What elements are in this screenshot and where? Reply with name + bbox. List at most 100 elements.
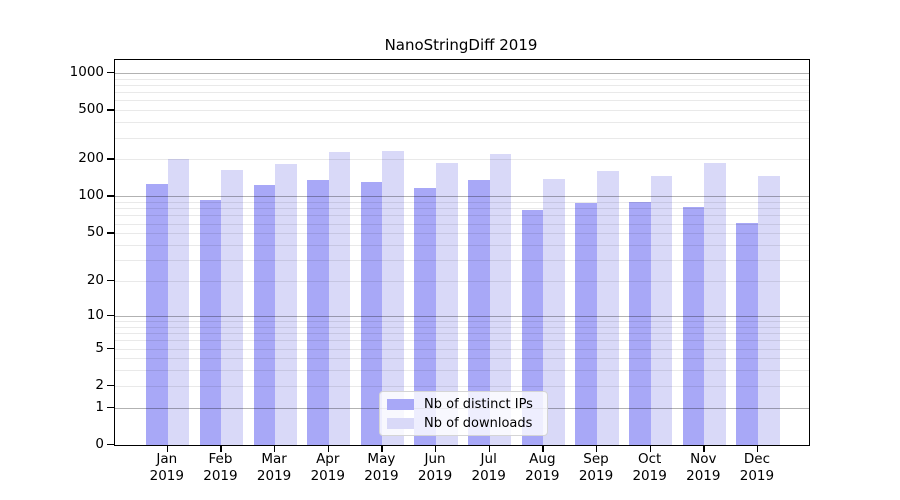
- y-tick-5: [107, 347, 114, 349]
- minor-gridline-20: [115, 281, 809, 283]
- y-tick-2: [107, 384, 114, 387]
- x-tick-jan: [166, 445, 169, 452]
- minor-gridline-300: [115, 137, 809, 139]
- y-tick-500: [107, 109, 114, 111]
- x-tick-aug: [542, 445, 544, 452]
- x-tick-jun: [435, 445, 437, 452]
- minor-gridline-9: [115, 321, 809, 322]
- legend-swatch-distinct-ips: [387, 398, 414, 410]
- bar-downloads-aug: [543, 179, 565, 445]
- minor-gridline-8: [115, 326, 809, 328]
- bar-downloads-mar: [275, 164, 297, 445]
- legend-item-distinct-ips: Nb of distinct IPs: [387, 397, 547, 412]
- bar-downloads-sep: [597, 171, 619, 445]
- minor-gridline-60: [115, 223, 809, 225]
- bar-downloads-jan: [167, 159, 190, 445]
- x-tick-sep: [596, 445, 598, 452]
- minor-gridline-40: [115, 245, 809, 246]
- legend-item-downloads: Nb of downloads: [387, 416, 547, 431]
- minor-gridline-5: [115, 348, 809, 350]
- x-tick-label-aug: Aug 2019: [525, 451, 560, 484]
- x-tick-label-dec: Dec 2019: [739, 451, 775, 484]
- major-gridline-100: [115, 196, 809, 198]
- y-tick-20: [107, 280, 114, 282]
- y-tick-label-1000: 1000: [69, 63, 104, 80]
- bar-ips-feb: [199, 200, 222, 445]
- legend-label-distinct-ips: Nb of distinct IPs: [424, 396, 533, 412]
- x-tick-label-jul: Jul 2019: [471, 451, 506, 484]
- y-tick-label-10: 10: [86, 306, 104, 323]
- minor-gridline-4: [115, 358, 809, 360]
- bar-downloads-apr: [328, 152, 351, 445]
- x-tick-may: [381, 445, 383, 452]
- x-tick-label-jan: Jan 2019: [149, 451, 184, 484]
- y-tick-10: [107, 314, 114, 317]
- y-tick-label-500: 500: [78, 101, 104, 118]
- x-tick-oct: [649, 445, 652, 452]
- bar-ips-sep: [575, 202, 597, 445]
- x-tick-label-jun: Jun 2019: [417, 451, 453, 484]
- bar-ips-jan: [146, 184, 168, 445]
- x-tick-label-apr: Apr 2019: [310, 451, 345, 484]
- minor-gridline-800: [115, 84, 809, 86]
- y-tick-label-20: 20: [86, 272, 104, 289]
- x-tick-label-may: May 2019: [364, 451, 399, 484]
- x-tick-label-mar: Mar 2019: [256, 451, 292, 484]
- y-tick-50: [107, 232, 114, 234]
- minor-gridline-500: [115, 110, 809, 112]
- y-tick-1000: [107, 71, 114, 74]
- minor-gridline-70: [115, 215, 809, 217]
- bar-ips-mar: [253, 185, 276, 445]
- y-tick-label-1: 1: [95, 398, 104, 415]
- x-tick-label-sep: Sep 2019: [578, 451, 614, 484]
- x-tick-label-feb: Feb 2019: [203, 451, 238, 484]
- minor-gridline-80: [115, 208, 809, 210]
- y-tick-label-0: 0: [95, 436, 104, 452]
- legend-swatch-downloads: [387, 417, 414, 429]
- bar-ips-jul: [468, 180, 490, 445]
- y-tick-label-200: 200: [78, 150, 104, 167]
- bar-ips-jun: [414, 188, 437, 445]
- x-tick-dec: [756, 445, 759, 452]
- bar-downloads-dec: [757, 176, 780, 445]
- bar-downloads-jun: [436, 163, 458, 445]
- minor-gridline-900: [115, 78, 809, 80]
- bar-downloads-feb: [221, 169, 244, 445]
- minor-gridline-7: [115, 333, 809, 335]
- y-tick-0: [107, 444, 114, 446]
- bar-downloads-nov: [704, 162, 726, 445]
- major-gridline-10: [115, 315, 809, 317]
- major-gridline-1000: [115, 72, 809, 74]
- minor-gridline-50: [115, 233, 809, 235]
- minor-gridline-600: [115, 100, 809, 102]
- minor-gridline-2: [115, 385, 809, 387]
- y-tick-200: [107, 158, 114, 160]
- y-tick-label-50: 50: [86, 224, 104, 241]
- minor-gridline-200: [115, 159, 809, 161]
- y-tick-100: [107, 195, 114, 197]
- y-tick-label-2: 2: [95, 376, 104, 393]
- y-tick-label-100: 100: [78, 187, 104, 204]
- bar-ips-oct: [629, 202, 651, 445]
- x-tick-apr: [327, 445, 330, 452]
- bar-ips-dec: [736, 222, 758, 445]
- minor-gridline-3: [115, 370, 809, 372]
- minor-gridline-400: [115, 122, 809, 124]
- plot-area: Nb of distinct IPs Nb of downloads: [114, 59, 810, 446]
- bar-ips-nov: [682, 207, 705, 445]
- bar-ips-apr: [307, 179, 329, 445]
- x-tick-nov: [703, 445, 705, 452]
- x-tick-mar: [274, 445, 276, 452]
- x-tick-feb: [220, 445, 222, 452]
- minor-gridline-6: [115, 340, 809, 342]
- bar-ips-may: [360, 182, 383, 445]
- minor-gridline-700: [115, 92, 809, 94]
- bar-downloads-jul: [489, 154, 512, 445]
- minor-gridline-90: [115, 202, 809, 204]
- y-tick-label-5: 5: [95, 339, 104, 356]
- bar-downloads-may: [382, 151, 404, 445]
- chart-title: NanoStringDiff 2019: [384, 36, 538, 54]
- bar-ips-aug: [521, 210, 544, 445]
- legend: Nb of distinct IPs Nb of downloads: [379, 391, 548, 436]
